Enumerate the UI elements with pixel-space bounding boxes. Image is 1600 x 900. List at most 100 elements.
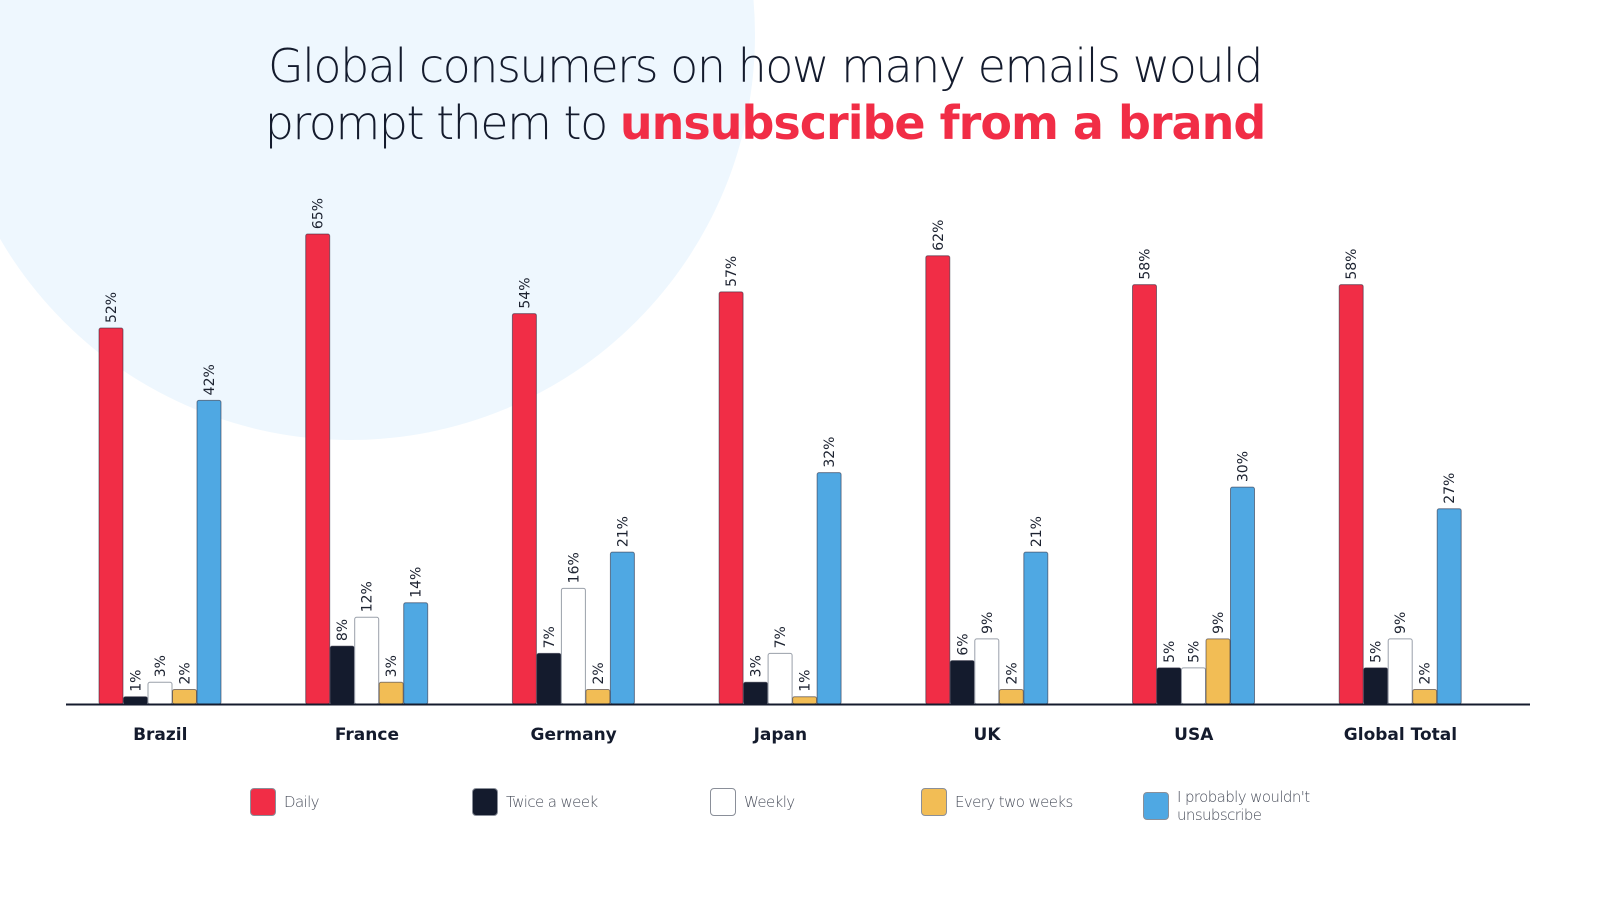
bar-group-brazil: 52% 1% 3% 2% 42% <box>98 292 222 705</box>
legend-label-twice-a-week: Twice a week <box>506 793 598 811</box>
bar-group-france: 65% 8% 12% 3% 14% <box>305 198 429 705</box>
data-label-global-total-i-probably-wouldn-t-unsubscribe: 27% <box>1442 473 1458 504</box>
title-line-2: prompt them to unsubscribe from a brand <box>0 95 1530 152</box>
data-label-germany-i-probably-wouldn-t-unsubscribe: 21% <box>615 516 631 547</box>
data-label-uk-daily: 62% <box>931 220 947 251</box>
legend-label-every-two-weeks: Every two weeks <box>955 793 1073 811</box>
bar-germany-i-probably-wouldn-t-unsubscribe <box>609 551 635 705</box>
title-line-2-prefix: prompt them to <box>264 96 620 150</box>
legend-label-line-2: unsubscribe <box>1177 806 1262 824</box>
bar-brazil-twice-a-week <box>123 696 148 705</box>
bar-france-weekly <box>354 616 380 705</box>
bar-global-total-twice-a-week <box>1363 667 1389 705</box>
data-label-usa-weekly: 5% <box>1187 641 1203 663</box>
bar-group-japan: 57% 3% 7% 1% 32% <box>718 256 842 705</box>
data-label-usa-every-two-weeks: 9% <box>1211 612 1227 634</box>
data-label-usa-i-probably-wouldn-t-unsubscribe: 30% <box>1236 451 1252 482</box>
chart-title: Global consumers on how many emails woul… <box>0 38 1530 152</box>
bar-japan-daily <box>718 291 744 705</box>
bar-group-global-total: 58% 5% 9% 2% 27% <box>1338 249 1462 705</box>
category-label-germany: Germany <box>531 725 617 745</box>
bar-japan-twice-a-week <box>743 681 769 705</box>
data-label-germany-twice-a-week: 7% <box>542 626 558 648</box>
data-label-brazil-daily: 52% <box>104 292 120 323</box>
category-label-japan: Japan <box>753 725 808 745</box>
data-label-japan-daily: 57% <box>724 256 740 287</box>
bar-uk-daily <box>925 255 951 705</box>
data-label-global-total-daily: 58% <box>1344 249 1360 280</box>
bar-global-total-weekly <box>1387 638 1413 705</box>
bar-usa-every-two-weeks <box>1205 638 1231 705</box>
title-highlight: unsubscribe from a brand <box>619 96 1266 150</box>
data-label-global-total-weekly: 9% <box>1393 612 1409 634</box>
data-label-japan-i-probably-wouldn-t-unsubscribe: 32% <box>822 437 838 468</box>
bar-germany-twice-a-week <box>536 652 562 705</box>
bar-usa-weekly <box>1181 667 1206 705</box>
data-label-uk-weekly: 9% <box>980 612 996 634</box>
bar-usa-i-probably-wouldn-t-unsubscribe <box>1230 486 1255 705</box>
data-label-uk-twice-a-week: 6% <box>955 633 971 655</box>
data-label-global-total-every-two-weeks: 2% <box>1418 662 1434 684</box>
bar-group-germany: 54% 7% 16% 2% 21% <box>511 277 635 705</box>
bar-uk-i-probably-wouldn-t-unsubscribe <box>1023 551 1049 705</box>
bar-france-i-probably-wouldn-t-unsubscribe <box>403 602 429 705</box>
legend: Daily Twice a week Weekly Every two week… <box>0 786 1600 826</box>
data-label-uk-i-probably-wouldn-t-unsubscribe: 21% <box>1029 516 1045 547</box>
category-label-uk: UK <box>974 725 1002 745</box>
bar-uk-weekly <box>974 638 1000 705</box>
legend-label-weekly: Weekly <box>744 793 795 811</box>
bar-france-daily <box>305 233 331 705</box>
data-label-usa-twice-a-week: 5% <box>1162 641 1178 663</box>
title-line-1: Global consumers on how many emails woul… <box>268 39 1263 93</box>
data-label-brazil-weekly: 3% <box>153 655 169 677</box>
category-label-france: France <box>335 725 399 745</box>
data-label-france-twice-a-week: 8% <box>335 619 351 641</box>
legend-swatch-twice-a-week <box>472 788 498 816</box>
category-label-brazil: Brazil <box>133 725 187 745</box>
data-label-brazil-every-two-weeks: 2% <box>178 662 194 684</box>
legend-swatch-every-two-weeks <box>921 788 947 816</box>
legend-swatch-wouldnt-unsubscribe <box>1143 792 1169 820</box>
legend-item-twice-a-week: Twice a week <box>472 788 598 816</box>
legend-item-daily: Daily <box>250 788 320 816</box>
data-label-japan-weekly: 7% <box>773 626 789 648</box>
legend-label-daily: Daily <box>284 793 320 811</box>
bar-usa-twice-a-week <box>1156 667 1182 705</box>
bar-group-usa: 58% 5% 5% 9% 30% <box>1132 249 1255 705</box>
bar-group-uk: 62% 6% 9% 2% 21% <box>925 220 1049 705</box>
bar-france-every-two-weeks <box>378 681 404 705</box>
data-label-global-total-twice-a-week: 5% <box>1369 641 1385 663</box>
bar-global-total-every-two-weeks <box>1412 689 1438 705</box>
data-label-japan-every-two-weeks: 1% <box>798 670 814 692</box>
bar-uk-every-two-weeks <box>998 689 1024 705</box>
data-label-japan-twice-a-week: 3% <box>749 655 765 677</box>
bar-brazil-i-probably-wouldn-t-unsubscribe <box>196 399 222 705</box>
data-label-france-i-probably-wouldn-t-unsubscribe: 14% <box>409 567 425 598</box>
bar-germany-every-two-weeks <box>585 689 611 705</box>
legend-label-line-1: I probably wouldn't <box>1177 788 1310 806</box>
legend-item-wouldnt-unsubscribe: I probably wouldn't unsubscribe <box>1143 788 1310 824</box>
data-label-germany-weekly: 16% <box>566 552 582 583</box>
data-label-france-every-two-weeks: 3% <box>384 655 400 677</box>
bar-brazil-every-two-weeks <box>172 689 197 705</box>
legend-label-wouldnt-unsubscribe: I probably wouldn't unsubscribe <box>1177 788 1310 824</box>
bar-global-total-daily <box>1338 284 1364 705</box>
legend-swatch-daily <box>250 788 276 816</box>
category-label-global-total: Global Total <box>1344 725 1457 745</box>
bar-japan-weekly <box>767 652 793 705</box>
data-label-france-daily: 65% <box>311 198 327 229</box>
bar-germany-daily <box>511 313 537 705</box>
bar-global-total-i-probably-wouldn-t-unsubscribe <box>1436 508 1462 705</box>
data-label-germany-daily: 54% <box>517 277 533 308</box>
data-label-brazil-twice-a-week: 1% <box>129 670 145 692</box>
bar-brazil-daily <box>98 327 124 705</box>
bar-france-twice-a-week <box>329 645 355 705</box>
bar-uk-twice-a-week <box>949 660 975 705</box>
category-label-usa: USA <box>1174 725 1214 745</box>
legend-swatch-weekly <box>710 788 736 816</box>
bar-brazil-weekly <box>147 681 173 705</box>
legend-item-every-two-weeks: Every two weeks <box>921 788 1073 816</box>
bar-germany-weekly <box>560 587 586 705</box>
data-label-usa-daily: 58% <box>1138 249 1154 280</box>
